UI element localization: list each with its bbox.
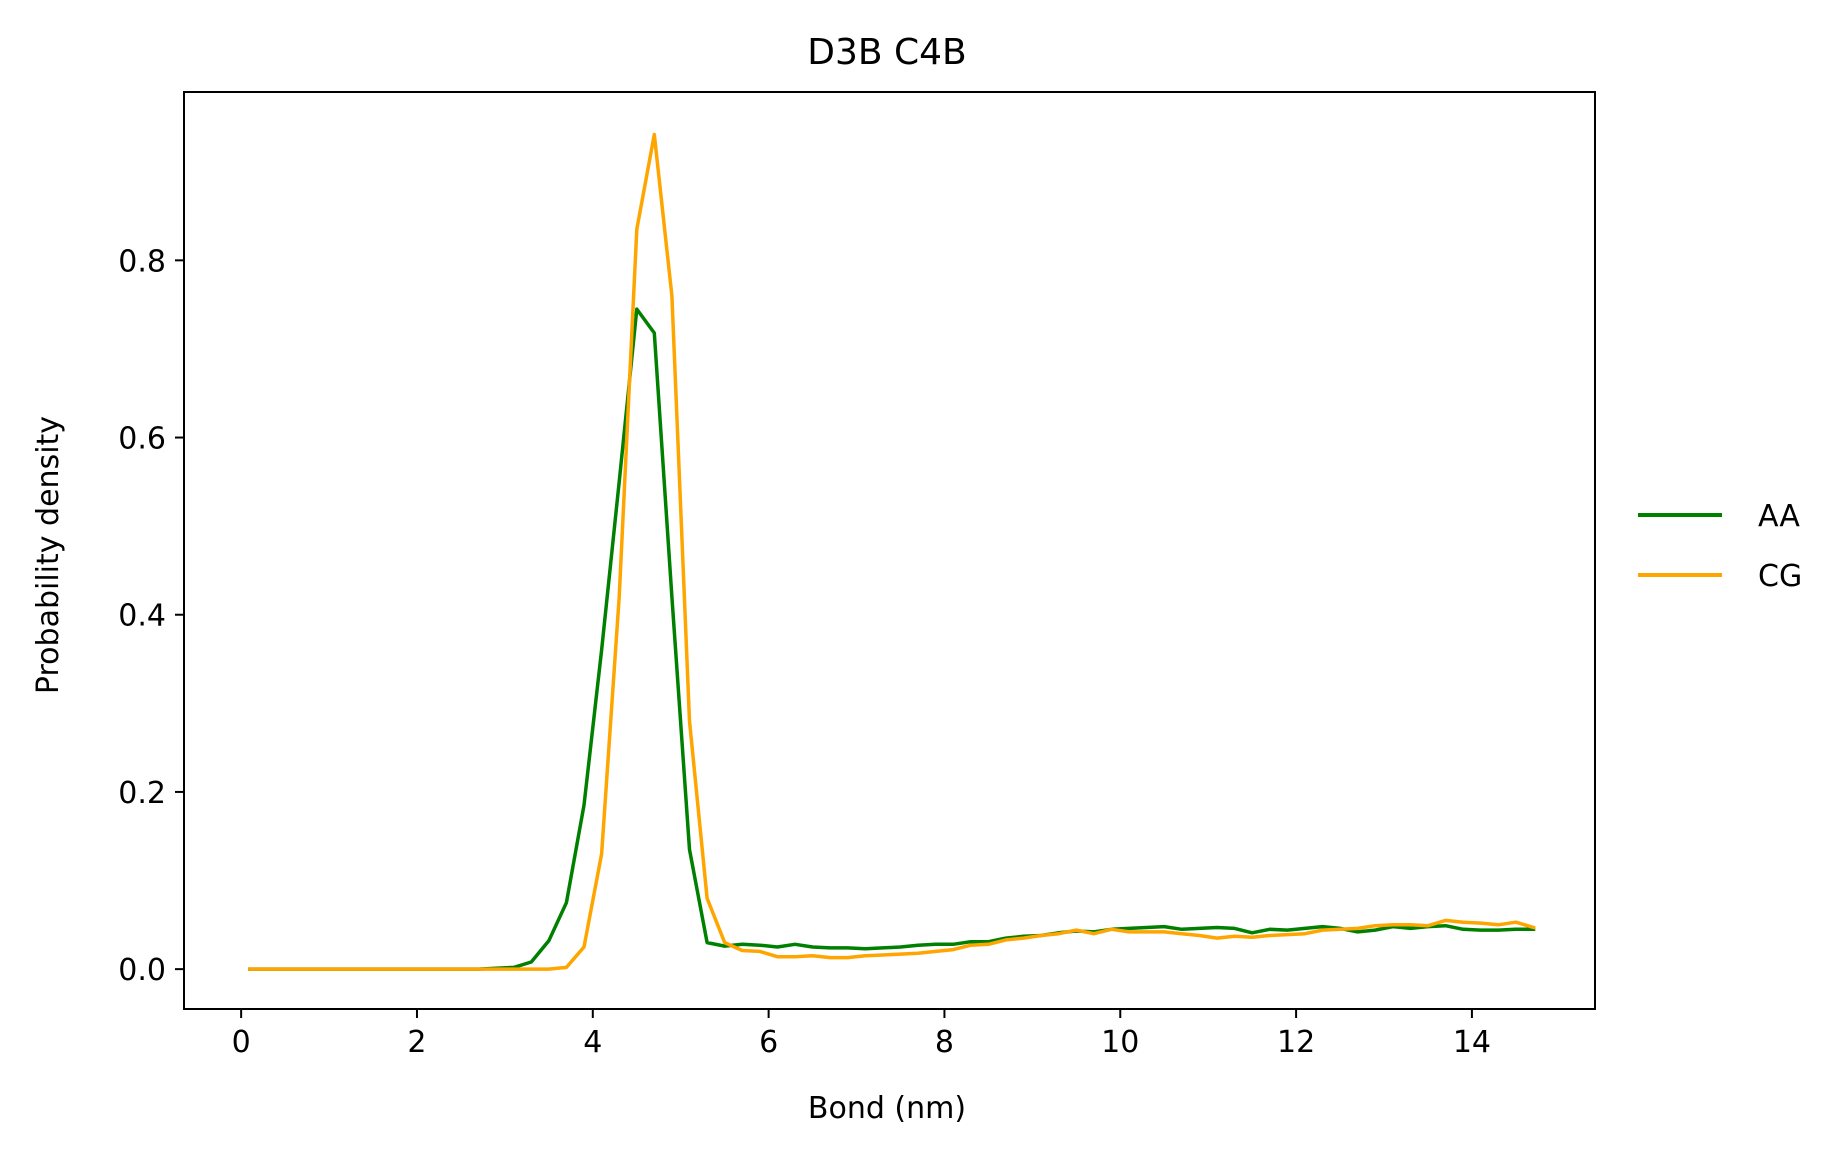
y-axis-label: Probability density	[31, 416, 66, 694]
x-tick-label: 6	[759, 1025, 778, 1060]
y-tick-label: 0.2	[118, 776, 166, 811]
y-tick-label: 0.0	[118, 953, 166, 988]
x-tick-label: 4	[583, 1025, 602, 1060]
x-tick-label: 10	[1101, 1025, 1139, 1060]
y-tick-label: 0.6	[118, 422, 166, 457]
x-tick-label: 2	[407, 1025, 426, 1060]
y-tick-label: 0.4	[118, 599, 166, 634]
x-tick-label: 14	[1453, 1025, 1491, 1060]
y-tick-label: 0.8	[118, 244, 166, 279]
axes-frame	[183, 91, 1596, 1010]
legend-label-aa: AA	[1758, 499, 1800, 534]
series-line-cg	[248, 132, 1536, 971]
x-axis-label: Bond (nm)	[808, 1091, 966, 1126]
x-tick-label: 12	[1277, 1025, 1315, 1060]
legend-label-cg: CG	[1758, 559, 1802, 594]
plot-area: 0 2 4 6 8 10 12 14 0.0 0.2 0.4 0.6 0.8	[118, 91, 1596, 1060]
x-tick-label: 0	[232, 1025, 251, 1060]
legend: AA CG	[1638, 499, 1802, 594]
x-tick-label: 8	[935, 1025, 954, 1060]
chart-title: D3B C4B	[807, 32, 967, 73]
